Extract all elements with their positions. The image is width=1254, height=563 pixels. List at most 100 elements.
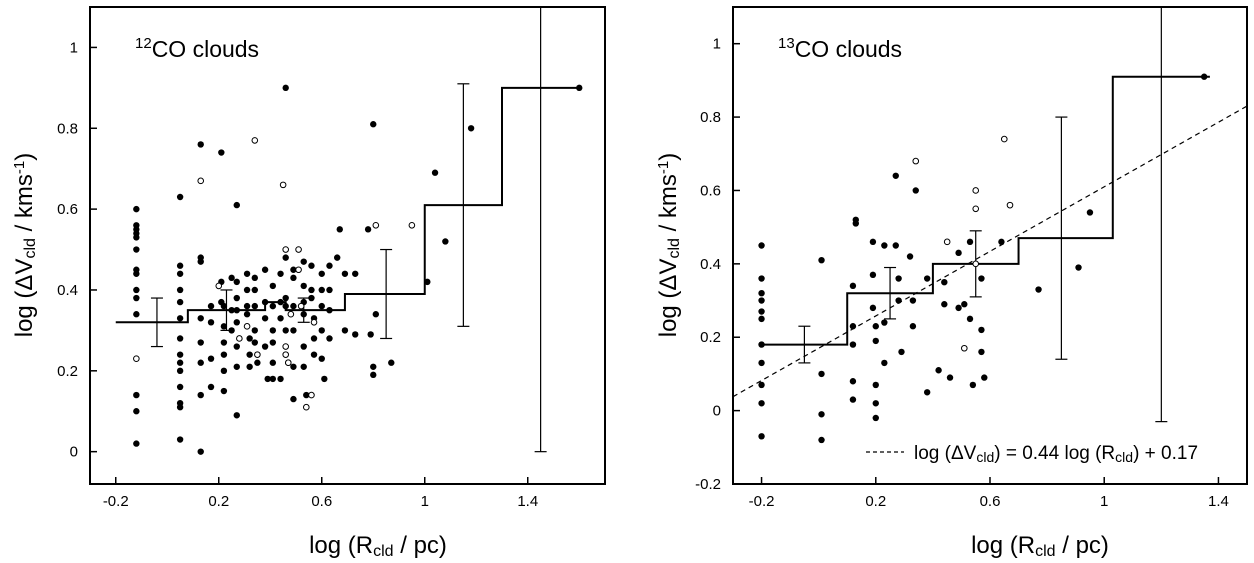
filled-point [176, 298, 184, 306]
open-point [254, 351, 261, 358]
filled-point [220, 367, 228, 375]
filled-point [758, 242, 765, 249]
filled-point [207, 355, 215, 362]
filled-point [818, 411, 825, 418]
x-tick-label: 0.6 [311, 493, 332, 510]
filled-point [758, 315, 765, 323]
filled-point [869, 271, 877, 279]
filled-point [872, 400, 879, 407]
filled-point [300, 282, 307, 290]
y-tick-label: 0.8 [700, 109, 721, 126]
filled-point [290, 302, 297, 310]
filled-point [318, 270, 325, 277]
filled-point [892, 172, 899, 179]
filled-point [277, 315, 284, 322]
open-point [295, 246, 302, 253]
filled-point [133, 246, 140, 253]
filled-point [220, 387, 228, 395]
filled-point [352, 270, 359, 277]
filled-point [1035, 286, 1042, 293]
filled-point [912, 187, 919, 194]
filled-point [341, 270, 349, 277]
open-point [408, 221, 416, 229]
open-point [282, 246, 290, 253]
filled-point [176, 270, 184, 277]
filled-point [220, 339, 228, 346]
filled-point [233, 343, 240, 350]
filled-point [176, 315, 184, 322]
filled-point [909, 297, 917, 304]
filled-point [228, 306, 235, 314]
filled-point [251, 302, 258, 310]
filled-point [336, 226, 343, 233]
filled-point [176, 436, 184, 443]
filled-point [966, 315, 974, 323]
filled-point [176, 193, 184, 201]
filled-point [218, 149, 225, 156]
filled-point [269, 375, 277, 383]
filled-point [334, 254, 341, 261]
filled-point [326, 262, 333, 269]
x-tick-label: -0.2 [749, 493, 775, 510]
open-point [295, 266, 302, 274]
open-point [243, 323, 251, 330]
filled-point [251, 339, 258, 346]
filled-point [246, 363, 253, 370]
filled-point [176, 383, 184, 391]
filled-point [758, 290, 765, 297]
open-point [1000, 135, 1008, 143]
open-point [236, 335, 243, 342]
filled-point [758, 275, 765, 282]
open-point [943, 238, 951, 246]
filled-point [207, 383, 215, 391]
open-point [284, 359, 292, 367]
fit-layer [732, 105, 1248, 398]
chart-12co: -0.2 0.2 0.6 1 1.4 0 0.2 0.4 0.6 0.8 1 12CO clouds… [11, 6, 606, 560]
filled-point [966, 238, 974, 246]
step-layer [761, 75, 1210, 346]
filled-point [300, 311, 307, 318]
filled-point [895, 297, 902, 304]
filled-point [341, 327, 349, 334]
median-step-line [115, 86, 580, 324]
filled-point [277, 298, 284, 306]
filled-point [308, 294, 315, 302]
filled-point [978, 275, 985, 282]
filled-point [758, 381, 765, 389]
filled-point [233, 363, 240, 370]
filled-point [197, 315, 204, 322]
step-layer [115, 86, 580, 324]
filled-point [758, 359, 765, 367]
y-tick-label: 1 [70, 39, 78, 56]
filled-point [269, 327, 277, 334]
open-point [297, 302, 305, 310]
filled-point [261, 343, 269, 350]
y-tick-label: 1 [713, 36, 721, 53]
filled-point [282, 254, 289, 261]
y-tick-label: 0 [70, 444, 78, 461]
open-point [972, 187, 980, 194]
filled-point [290, 274, 297, 282]
open-point [961, 344, 968, 352]
filled-point [978, 326, 985, 334]
filled-point [321, 375, 328, 383]
y-tick-label: 0.8 [57, 120, 78, 137]
x-axis-label: log (Rcld / pc) [309, 532, 447, 560]
fit-legend-label: log (ΔVcld) = 0.44 log (Rcld) + 0.17 [914, 443, 1198, 465]
filled-point [981, 374, 988, 381]
filled-point [233, 306, 240, 314]
filled-point [282, 294, 289, 302]
filled-point [969, 381, 977, 389]
filled-point [176, 262, 184, 269]
filled-point [277, 375, 284, 383]
filled-point [233, 319, 240, 326]
filled-point [881, 319, 888, 326]
filled-point [228, 274, 235, 282]
filled-point [264, 375, 271, 383]
filled-point [269, 282, 277, 290]
filled-point [176, 359, 184, 366]
open-point [912, 157, 920, 165]
y-tick-label: 0.2 [57, 363, 78, 380]
filled-point [228, 327, 235, 334]
